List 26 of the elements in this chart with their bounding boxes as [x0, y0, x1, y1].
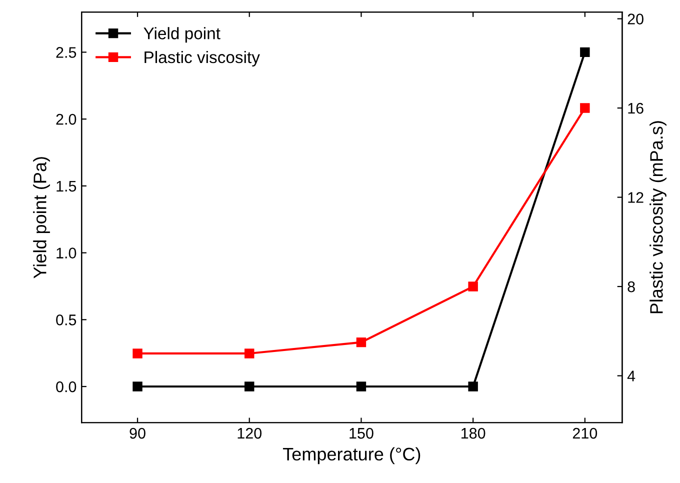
y2-tick-label: 12	[628, 192, 644, 203]
legend-label: Plastic viscosity	[144, 50, 260, 66]
x-tick-label: 180	[461, 428, 486, 439]
y-tick-label: 0.0	[56, 381, 76, 392]
y-tick-label: 2.5	[56, 47, 76, 58]
x-tick-label: 90	[130, 428, 146, 439]
x-tick-label: 150	[350, 428, 374, 439]
y2-tick-label: 4	[627, 370, 636, 382]
y-axis-title: Yield point (Pa)	[33, 157, 50, 278]
point	[356, 337, 366, 348]
y2-axis-title: Plastic viscosity (mPa.s)	[650, 121, 666, 314]
y-tick-label: 1.0	[56, 248, 76, 258]
y-tick-label: 2.0	[56, 114, 76, 125]
legend-label: Yield point	[144, 27, 220, 43]
point	[468, 282, 478, 292]
y-tick-label: 1.5	[56, 180, 76, 192]
y-tick-label: 0.5	[56, 314, 76, 326]
y2-tick-label: 8	[628, 281, 635, 292]
point	[132, 348, 142, 358]
x-axis-title: Temperature (°C)	[282, 447, 420, 464]
point	[580, 103, 590, 113]
x-tick-label: 210	[572, 428, 598, 439]
point	[244, 348, 254, 358]
y2-tick-label: 20	[628, 14, 644, 24]
y2-tick-label: 16	[628, 102, 644, 114]
x-tick-label: 120	[238, 428, 262, 439]
